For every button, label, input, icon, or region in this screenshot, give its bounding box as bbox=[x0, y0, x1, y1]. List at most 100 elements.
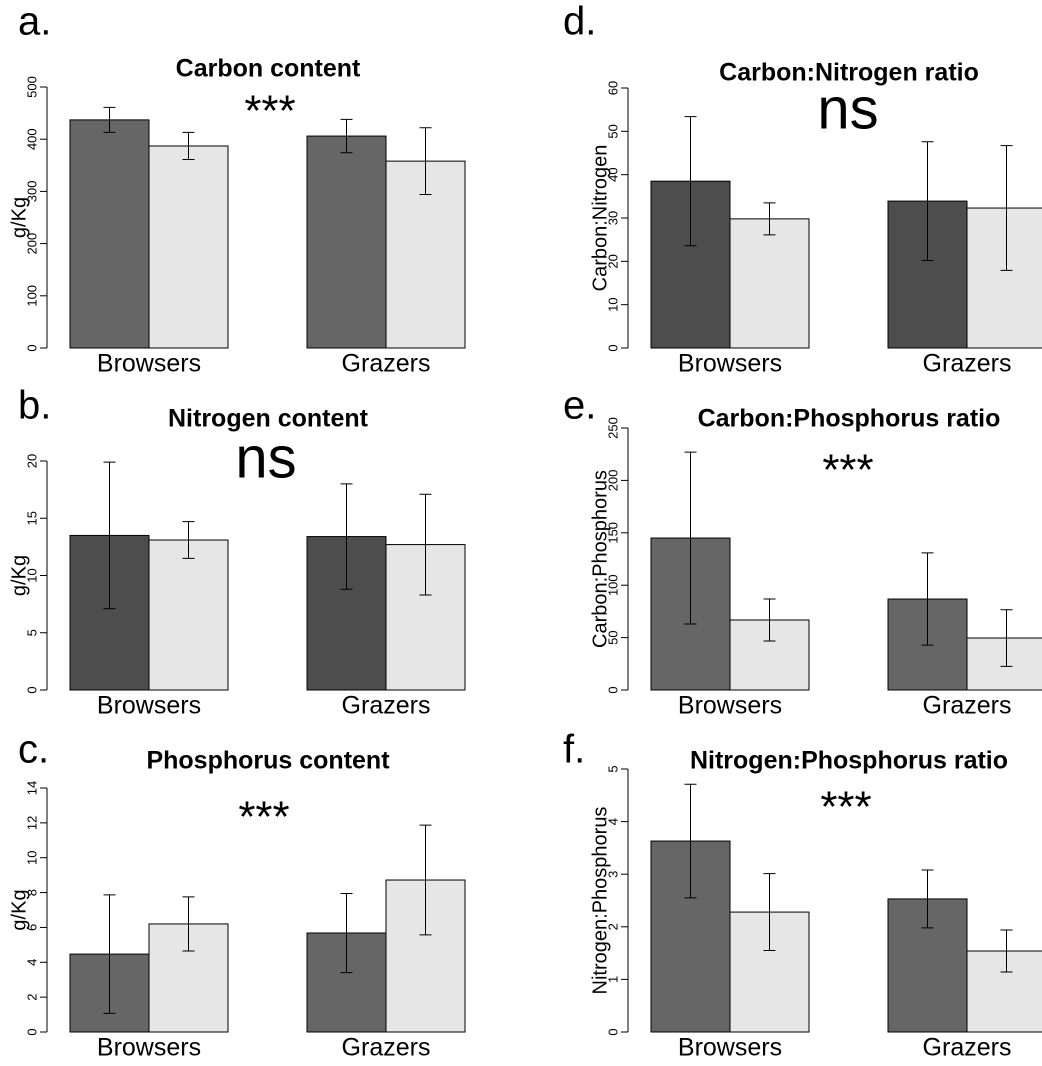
y-tick-label: 5 bbox=[605, 765, 620, 772]
significance: *** bbox=[820, 783, 871, 832]
error-bar bbox=[340, 118, 353, 154]
chart-title: Carbon:Nitrogen ratio bbox=[719, 59, 979, 87]
error-bar bbox=[1000, 609, 1013, 667]
x-tick-label: Grazers bbox=[342, 1034, 431, 1062]
y-tick-label: 0 bbox=[24, 686, 39, 693]
error-bar bbox=[103, 894, 116, 1014]
bar bbox=[148, 539, 229, 691]
error-bar bbox=[684, 116, 697, 247]
panel-label: c. bbox=[18, 728, 49, 772]
panel-label: b. bbox=[18, 384, 51, 428]
y-tick-label: 20 bbox=[605, 254, 620, 268]
chart-title: Nitrogen:Phosphorus ratio bbox=[690, 747, 1008, 775]
error-bar bbox=[419, 127, 432, 196]
y-tick-label: 15 bbox=[24, 511, 39, 525]
y-axis-label: Nitrogen:Phosphorus bbox=[589, 807, 611, 995]
y-tick-label: 40 bbox=[605, 167, 620, 181]
y-tick-label: 4 bbox=[605, 818, 620, 825]
panel-label: d. bbox=[563, 0, 596, 44]
y-tick-label: 12 bbox=[24, 816, 39, 830]
y-tick-label: 0 bbox=[24, 1028, 39, 1035]
error-bar bbox=[763, 873, 776, 951]
error-bar bbox=[182, 521, 195, 559]
y-axis-label: g/Kg bbox=[8, 555, 30, 596]
error-bar bbox=[182, 896, 195, 952]
error-bar bbox=[340, 483, 353, 590]
error-bar bbox=[182, 131, 195, 161]
chart-title: Carbon content bbox=[176, 55, 361, 83]
x-tick-label: Grazers bbox=[923, 1034, 1012, 1062]
error-bar bbox=[1000, 929, 1013, 973]
x-tick-label: Grazers bbox=[342, 692, 431, 720]
y-tick-label: 0 bbox=[24, 344, 39, 351]
bar bbox=[966, 637, 1042, 691]
y-tick-label: 30 bbox=[605, 211, 620, 225]
error-bar bbox=[103, 461, 116, 610]
y-tick-label: 10 bbox=[24, 568, 39, 582]
error-bar bbox=[340, 892, 353, 974]
y-tick-label: 250 bbox=[605, 417, 620, 439]
panel-label: f. bbox=[563, 728, 585, 772]
y-tick-label: 0 bbox=[605, 344, 620, 351]
y-tick-label: 4 bbox=[24, 959, 39, 966]
y-tick-label: 200 bbox=[24, 233, 39, 255]
error-bar bbox=[921, 869, 934, 929]
error-bar bbox=[921, 552, 934, 646]
significance: ns bbox=[817, 76, 878, 141]
y-tick-label: 0 bbox=[605, 686, 620, 693]
x-tick-label: Browsers bbox=[97, 350, 201, 378]
y-tick-label: 50 bbox=[605, 630, 620, 644]
y-tick-label: 14 bbox=[24, 781, 39, 795]
error-bar bbox=[763, 598, 776, 642]
x-tick-label: Browsers bbox=[678, 1034, 782, 1062]
y-tick-label: 1 bbox=[605, 976, 620, 983]
significance: ns bbox=[235, 425, 296, 490]
bar bbox=[729, 218, 810, 349]
bar bbox=[306, 135, 387, 349]
error-bar bbox=[419, 824, 432, 936]
y-tick-label: 60 bbox=[605, 81, 620, 95]
significance: *** bbox=[238, 793, 289, 842]
x-tick-label: Grazers bbox=[923, 692, 1012, 720]
y-tick-label: 500 bbox=[24, 76, 39, 98]
y-tick-label: 100 bbox=[605, 574, 620, 596]
y-tick-label: 8 bbox=[24, 889, 39, 896]
y-tick-label: 5 bbox=[24, 629, 39, 636]
panel-label: e. bbox=[563, 384, 596, 428]
panel-label: a. bbox=[18, 0, 51, 44]
error-bar bbox=[763, 202, 776, 236]
y-tick-label: 3 bbox=[605, 871, 620, 878]
chart-title: Phosphorus content bbox=[146, 747, 390, 775]
y-axis-label: Carbon:Phosphorus bbox=[589, 470, 611, 648]
x-tick-label: Grazers bbox=[342, 350, 431, 378]
y-tick-label: 2 bbox=[24, 994, 39, 1001]
y-axis-label: g/Kg bbox=[8, 197, 30, 238]
y-tick-label: 20 bbox=[24, 454, 39, 468]
significance: *** bbox=[822, 446, 873, 495]
y-tick-label: 150 bbox=[605, 522, 620, 544]
error-bar bbox=[103, 106, 116, 133]
error-bar bbox=[1000, 145, 1013, 271]
y-tick-label: 300 bbox=[24, 181, 39, 203]
error-bar bbox=[684, 783, 697, 899]
x-tick-label: Browsers bbox=[97, 1034, 201, 1062]
y-axis-label: g/Kg bbox=[8, 889, 30, 930]
error-bar bbox=[684, 451, 697, 625]
y-tick-label: 0 bbox=[605, 1028, 620, 1035]
error-bar bbox=[921, 141, 934, 261]
error-bar bbox=[419, 493, 432, 596]
y-tick-label: 50 bbox=[605, 124, 620, 138]
bar bbox=[966, 207, 1042, 349]
y-tick-label: 2 bbox=[605, 923, 620, 930]
x-tick-label: Grazers bbox=[923, 350, 1012, 378]
bar bbox=[148, 145, 229, 349]
x-tick-label: Browsers bbox=[678, 350, 782, 378]
significance: *** bbox=[244, 87, 295, 136]
bar bbox=[966, 950, 1042, 1033]
y-tick-label: 200 bbox=[605, 470, 620, 492]
x-tick-label: Browsers bbox=[97, 692, 201, 720]
y-tick-label: 400 bbox=[24, 128, 39, 150]
y-tick-label: 10 bbox=[24, 850, 39, 864]
bar bbox=[69, 119, 150, 349]
